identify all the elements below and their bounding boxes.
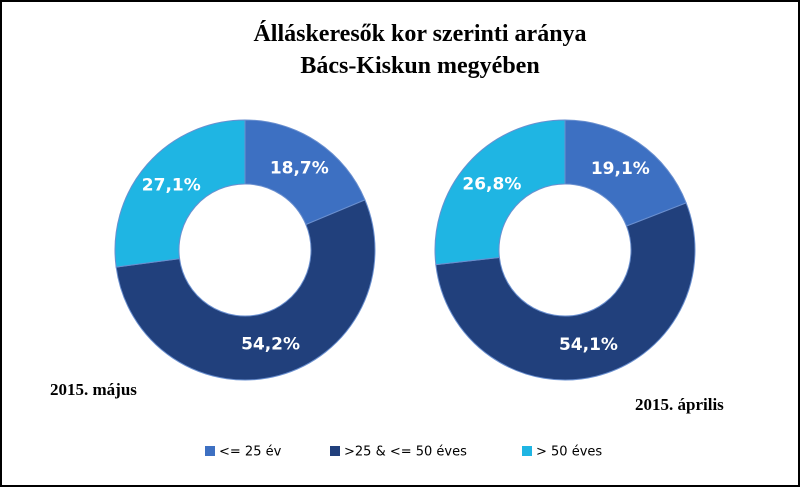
value-label: 19,1% bbox=[591, 159, 650, 179]
chart-label: 2015. május bbox=[50, 380, 137, 399]
value-label: 27,1% bbox=[142, 175, 201, 195]
donut-segment bbox=[434, 119, 566, 266]
donut-segment bbox=[564, 119, 687, 227]
legend-label: >25 & <= 50 éves bbox=[344, 445, 467, 460]
value-label: 54,1% bbox=[559, 335, 618, 355]
chart-label: 2015. április bbox=[635, 395, 724, 414]
donut-segment bbox=[115, 199, 376, 381]
donut-segment bbox=[435, 202, 696, 381]
legend-swatch bbox=[522, 446, 532, 456]
chart-title: Álláskeresők kor szerinti aránya Bács-Ki… bbox=[253, 21, 587, 79]
donut-segment bbox=[244, 119, 366, 226]
value-label: 18,7% bbox=[270, 158, 329, 178]
legend-swatch bbox=[205, 446, 215, 456]
legend-label: > 50 éves bbox=[536, 445, 602, 460]
legend-swatch bbox=[330, 446, 340, 456]
value-label: 54,2% bbox=[241, 335, 300, 355]
legend-label: <= 25 év bbox=[219, 445, 282, 460]
donut-segment bbox=[114, 119, 246, 268]
title-box: Álláskeresők kor szerinti aránya Bács-Ki… bbox=[253, 21, 587, 79]
value-label: 26,8% bbox=[462, 175, 521, 195]
